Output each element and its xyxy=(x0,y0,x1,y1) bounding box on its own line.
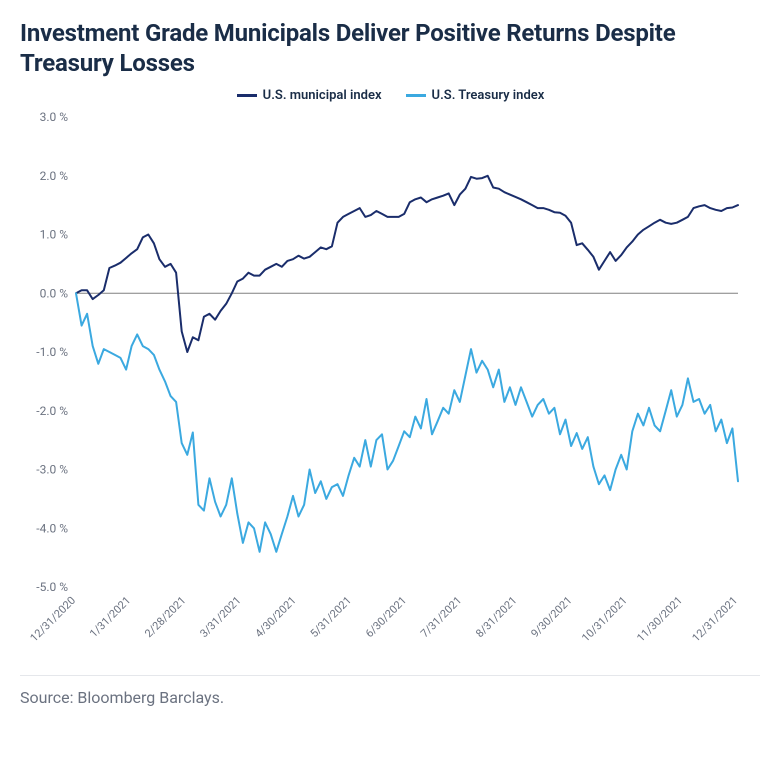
svg-text:0.0 %: 0.0 % xyxy=(40,286,69,300)
svg-text:1.0 %: 1.0 % xyxy=(40,228,69,242)
svg-text:4/30/2021: 4/30/2021 xyxy=(253,594,299,640)
svg-text:-4.0 %: -4.0 % xyxy=(36,521,68,535)
chart-plot-area: -5.0 % -4.0 % -3.0 % -2.0 % -1.0 % 0.0 % 1.0 %… xyxy=(28,107,748,667)
legend-swatch-treasury xyxy=(406,94,426,97)
svg-text:3/31/2021: 3/31/2021 xyxy=(197,594,243,640)
svg-text:7/31/2021: 7/31/2021 xyxy=(418,594,464,640)
svg-text:9/30/2021: 9/30/2021 xyxy=(528,594,574,640)
svg-text:-2.0 %: -2.0 % xyxy=(36,404,68,418)
legend-item-municipal: U.S. municipal index xyxy=(237,88,382,103)
svg-text:12/31/2021: 12/31/2021 xyxy=(690,594,741,645)
svg-text:-3.0 %: -3.0 % xyxy=(36,463,68,477)
source-note: Source: Bloomberg Barclays. xyxy=(20,675,760,707)
svg-text:12/31/2020: 12/31/2020 xyxy=(28,594,78,645)
legend-swatch-municipal xyxy=(237,94,257,97)
svg-text:8/31/2021: 8/31/2021 xyxy=(473,594,519,640)
svg-text:-1.0 %: -1.0 % xyxy=(36,345,68,359)
svg-text:1/31/2021: 1/31/2021 xyxy=(87,594,133,640)
legend-item-treasury: U.S. Treasury index xyxy=(406,88,545,103)
legend: U.S. municipal index U.S. Treasury index xyxy=(20,88,761,103)
svg-text:-5.0 %: -5.0 % xyxy=(36,580,68,594)
svg-text:3.0 %: 3.0 % xyxy=(40,110,69,124)
svg-text:2/28/2021: 2/28/2021 xyxy=(142,594,188,640)
svg-text:10/31/2021: 10/31/2021 xyxy=(579,594,630,645)
svg-text:5/31/2021: 5/31/2021 xyxy=(308,594,354,640)
legend-label-treasury: U.S. Treasury index xyxy=(432,88,545,103)
svg-text:6/30/2021: 6/30/2021 xyxy=(363,594,409,640)
chart-container: { "title": "Investment Grade Municipals … xyxy=(0,0,781,766)
svg-text:2.0 %: 2.0 % xyxy=(40,169,69,183)
chart-svg: -5.0 % -4.0 % -3.0 % -2.0 % -1.0 % 0.0 % 1.0 %… xyxy=(28,107,748,667)
chart-title: Investment Grade Municipals Deliver Posi… xyxy=(20,18,761,78)
svg-text:11/30/2021: 11/30/2021 xyxy=(634,594,685,645)
legend-label-municipal: U.S. municipal index xyxy=(263,88,382,103)
